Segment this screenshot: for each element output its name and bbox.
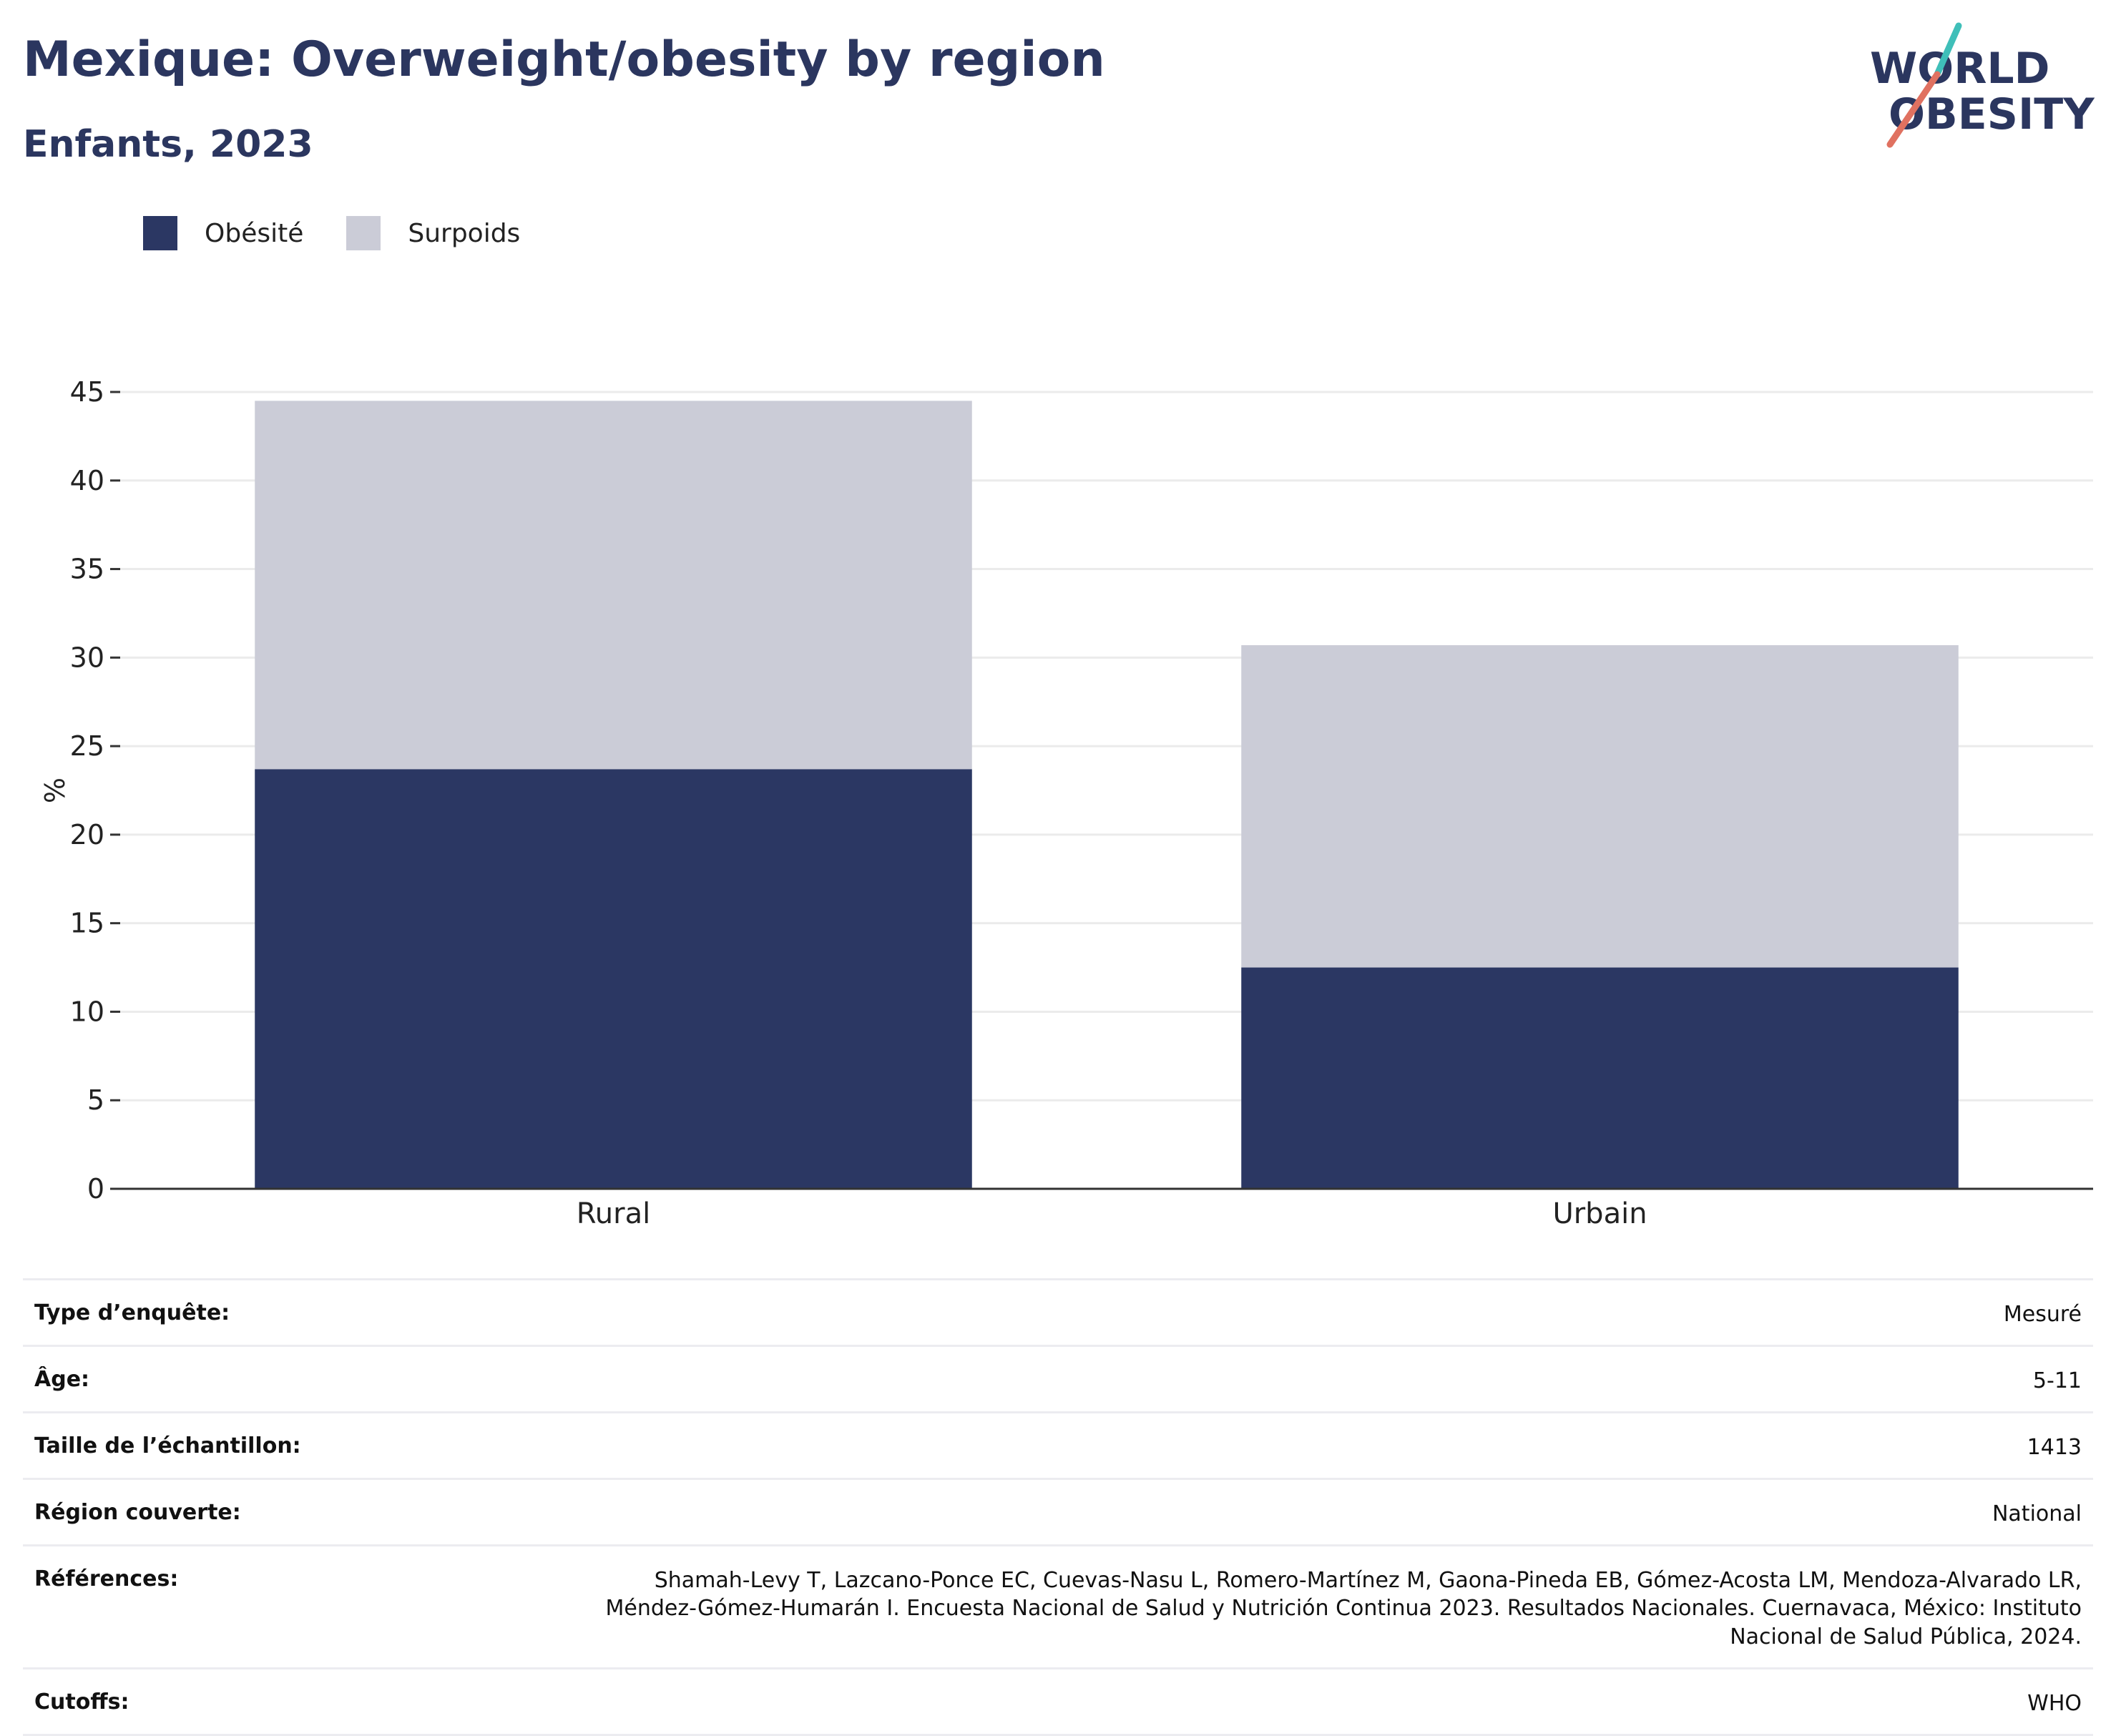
logo-slash-bottom <box>1886 71 1941 148</box>
legend-item-obesity[interactable]: Obésité <box>143 216 303 250</box>
survey-info-table: Type d’enquête: Mesuré Âge: 5-11 Taille de l… <box>23 1278 2093 1736</box>
legend-swatch-overweight <box>346 216 381 250</box>
legend-item-overweight[interactable]: Surpoids <box>346 216 520 250</box>
info-row: Type d’enquête: Mesuré <box>23 1278 2093 1346</box>
y-tick-label: 45 <box>70 376 104 408</box>
y-axis-label: % <box>38 778 69 803</box>
info-label: Taille de l’échantillon: <box>23 1411 547 1479</box>
info-value: 1413 <box>547 1411 2093 1479</box>
x-tick-label: Rural <box>577 1197 650 1230</box>
info-row: Cutoffs: WHO <box>23 1667 2093 1736</box>
info-label: Cutoffs: <box>23 1667 547 1736</box>
legend-swatch-obesity <box>143 216 177 250</box>
bar-obesity-rural[interactable] <box>255 769 972 1189</box>
y-tick-label: 25 <box>70 730 104 762</box>
info-label: Références: <box>23 1544 547 1669</box>
world-obesity-logo: WORLD OBESITY <box>1870 22 2095 148</box>
x-tick-label: Urbain <box>1552 1197 1647 1230</box>
y-tick-label: 10 <box>70 996 104 1027</box>
stacked-bar-chart: 0 5 10 15 20 25 30 35 40 45 Rural Urbain % <box>38 376 2093 1230</box>
info-row: Âge: 5-11 <box>23 1344 2093 1413</box>
bars <box>255 401 1959 1189</box>
legend-label-obesity: Obésité <box>205 218 304 248</box>
legend-label-overweight: Surpoids <box>408 218 521 248</box>
chart-subtitle: Enfants, 2023 <box>23 123 313 166</box>
y-tick-label: 5 <box>87 1084 104 1116</box>
info-label: Région couverte: <box>23 1477 547 1546</box>
info-row: Références: Shamah-Levy T, Lazcano-Ponce … <box>23 1544 2093 1669</box>
info-value: National <box>547 1477 2093 1546</box>
y-tick-label: 15 <box>70 908 104 939</box>
y-tick-label: 20 <box>70 819 104 850</box>
info-value: Shamah-Levy T, Lazcano-Ponce EC, Cuevas-… <box>547 1544 2093 1669</box>
info-value: 5-11 <box>547 1344 2093 1413</box>
bar-overweight-rural[interactable] <box>255 401 972 770</box>
y-tick-label: 40 <box>70 465 104 496</box>
y-tick-label: 0 <box>87 1173 104 1205</box>
y-tick-label: 35 <box>70 554 104 585</box>
bar-overweight-urbain[interactable] <box>1241 645 1959 968</box>
info-row: Région couverte: National <box>23 1477 2093 1546</box>
logo-text-world: WORLD <box>1870 44 2049 94</box>
chart-legend: Obésité Surpoids <box>143 212 563 255</box>
info-value: WHO <box>547 1667 2093 1736</box>
info-label: Âge: <box>23 1344 547 1413</box>
axes: 0 5 10 15 20 25 30 35 40 45 Rural Urbain <box>70 376 2093 1230</box>
bar-obesity-urbain[interactable] <box>1241 967 1959 1189</box>
logo-slash-top <box>1934 22 1962 78</box>
info-value: Mesuré <box>547 1278 2093 1346</box>
info-label: Type d’enquête: <box>23 1278 547 1346</box>
info-row: Taille de l’échantillon: 1413 <box>23 1411 2093 1479</box>
y-tick-label: 30 <box>70 642 104 673</box>
chart-title: Mexique: Overweight/obesity by region <box>23 31 1105 88</box>
